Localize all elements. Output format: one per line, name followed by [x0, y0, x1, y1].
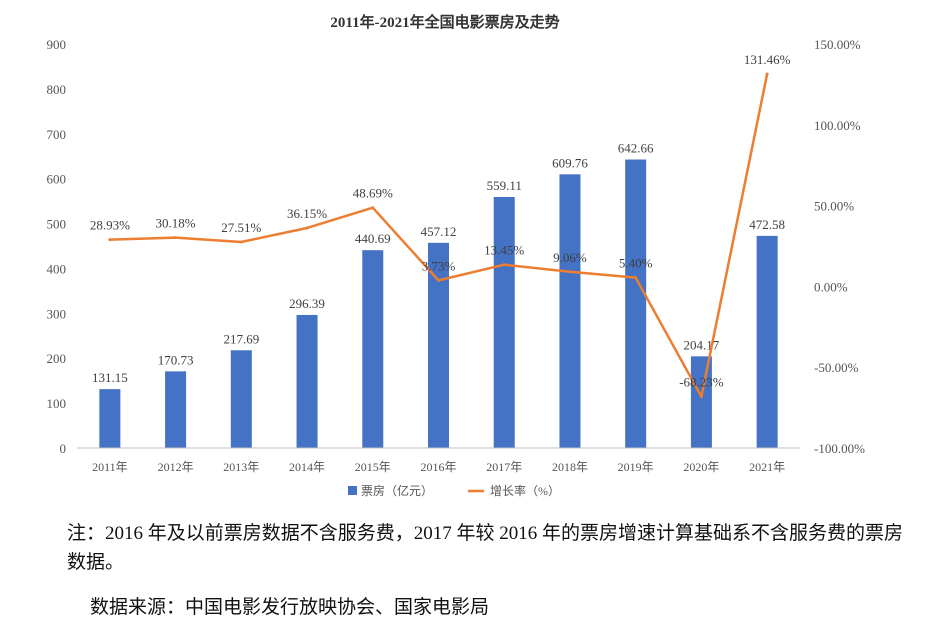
bar-value-label: 170.73	[158, 352, 194, 367]
line-value-label: 5.40%	[619, 256, 653, 271]
x-tick-label: 2020年	[683, 460, 719, 474]
bar	[362, 250, 384, 448]
x-tick-label: 2021年	[749, 460, 785, 474]
line-value-label: 48.69%	[353, 186, 393, 201]
line-point	[305, 226, 309, 230]
left-tick-label: 900	[47, 37, 67, 52]
line-value-label: 30.18%	[156, 216, 196, 231]
bar	[230, 350, 252, 448]
left-tick-label: 300	[47, 306, 67, 321]
x-axis: 2011年 2012年 2013年 2014年 2015年 2016年 2017年 2018年…	[77, 447, 800, 474]
right-axis: -100.00% -50.00% 0.00% 50.00% 100.00% 150.00%	[814, 37, 865, 456]
line-value-label: 13.45%	[484, 243, 524, 258]
right-tick-label: 0.00%	[814, 279, 848, 294]
line-point	[108, 238, 112, 242]
bar-value-label: 204.17	[684, 337, 720, 352]
x-tick-label: 2017年	[486, 460, 522, 474]
bar-value-label: 296.39	[289, 296, 325, 311]
left-tick-label: 0	[60, 441, 67, 456]
bar-value-label: 472.58	[749, 217, 785, 232]
bar	[493, 197, 515, 448]
bar	[296, 314, 318, 448]
legend: 票房（亿元） 增长率（%）	[348, 483, 560, 498]
bar	[165, 371, 187, 448]
left-axis: 0 100 200 300 400 500 600 700 800 900	[47, 37, 67, 456]
legend-line-label: 增长率（%）	[490, 483, 560, 498]
left-tick-label: 700	[47, 127, 67, 142]
line-series: 28.93% 30.18% 27.51% 36.15% 48.69% 3.73% 13.45…	[90, 52, 791, 399]
line-value-label: 9.06%	[553, 250, 587, 265]
x-tick-label: 2018年	[552, 460, 588, 474]
bar-value-label: 217.69	[223, 331, 259, 346]
x-tick-label: 2014年	[289, 460, 325, 474]
right-tick-label: -100.00%	[814, 441, 865, 456]
data-source: 数据来源：中国电影发行放映协会、国家电影局	[90, 597, 490, 618]
bar	[756, 235, 778, 448]
x-tick-label: 2011年	[92, 460, 128, 474]
line-point	[502, 263, 506, 267]
line-value-label: 36.15%	[287, 206, 327, 221]
bar	[690, 356, 712, 448]
x-tick-label: 2013年	[223, 460, 259, 474]
footnote: 注：2016 年及以前票房数据不含服务费，2017 年较 2016 年的票房增速…	[67, 523, 904, 573]
bar-series: 131.15 170.73 217.69 296.39 440.69 457.12 559.…	[92, 141, 785, 448]
line-point	[174, 236, 178, 240]
left-tick-label: 100	[47, 396, 67, 411]
bar-value-label: 559.11	[487, 178, 522, 193]
bar-value-label: 131.15	[92, 370, 128, 385]
right-tick-label: 50.00%	[814, 199, 854, 214]
legend-bar-swatch	[348, 486, 357, 495]
right-tick-label: 150.00%	[814, 37, 861, 52]
bar	[559, 174, 581, 448]
bar	[428, 242, 449, 448]
bar-value-label: 457.12	[421, 224, 457, 239]
bar-value-label: 642.66	[618, 141, 654, 156]
left-tick-label: 400	[47, 261, 67, 276]
line-point	[699, 395, 703, 399]
combo-chart: 2011年-2021年全国电影票房及走势 0 100 200 300 400 500 600…	[47, 13, 866, 498]
bar	[99, 389, 121, 448]
bar-value-label: 440.69	[355, 231, 391, 246]
line-point	[765, 72, 769, 76]
line-point	[371, 206, 375, 210]
line-point	[437, 278, 440, 282]
legend-bar-label: 票房（亿元）	[361, 483, 433, 498]
bar-value-label: 609.76	[552, 155, 588, 170]
x-tick-label: 2015年	[355, 460, 391, 474]
x-tick-label: 2012年	[158, 460, 194, 474]
line-value-label: 3.73%	[422, 258, 456, 273]
left-tick-label: 200	[47, 351, 67, 366]
left-tick-label: 800	[47, 82, 67, 97]
line-point	[568, 270, 572, 274]
right-tick-label: 100.00%	[814, 118, 861, 133]
left-tick-label: 600	[47, 172, 67, 187]
x-tick-label: 2016年	[420, 460, 456, 474]
chart-title: 2011年-2021年全国电影票房及走势	[330, 13, 559, 31]
left-tick-label: 500	[47, 217, 67, 232]
bar	[625, 159, 647, 448]
line-point	[239, 240, 243, 244]
right-tick-label: -50.00%	[814, 360, 859, 375]
x-tick-label: 2019年	[618, 460, 654, 474]
line-value-label: 131.46%	[744, 52, 791, 67]
line-point	[634, 276, 638, 280]
line-value-label: -68.23%	[679, 375, 724, 390]
line-value-label: 27.51%	[221, 220, 261, 235]
line-value-label: 28.93%	[90, 218, 130, 233]
